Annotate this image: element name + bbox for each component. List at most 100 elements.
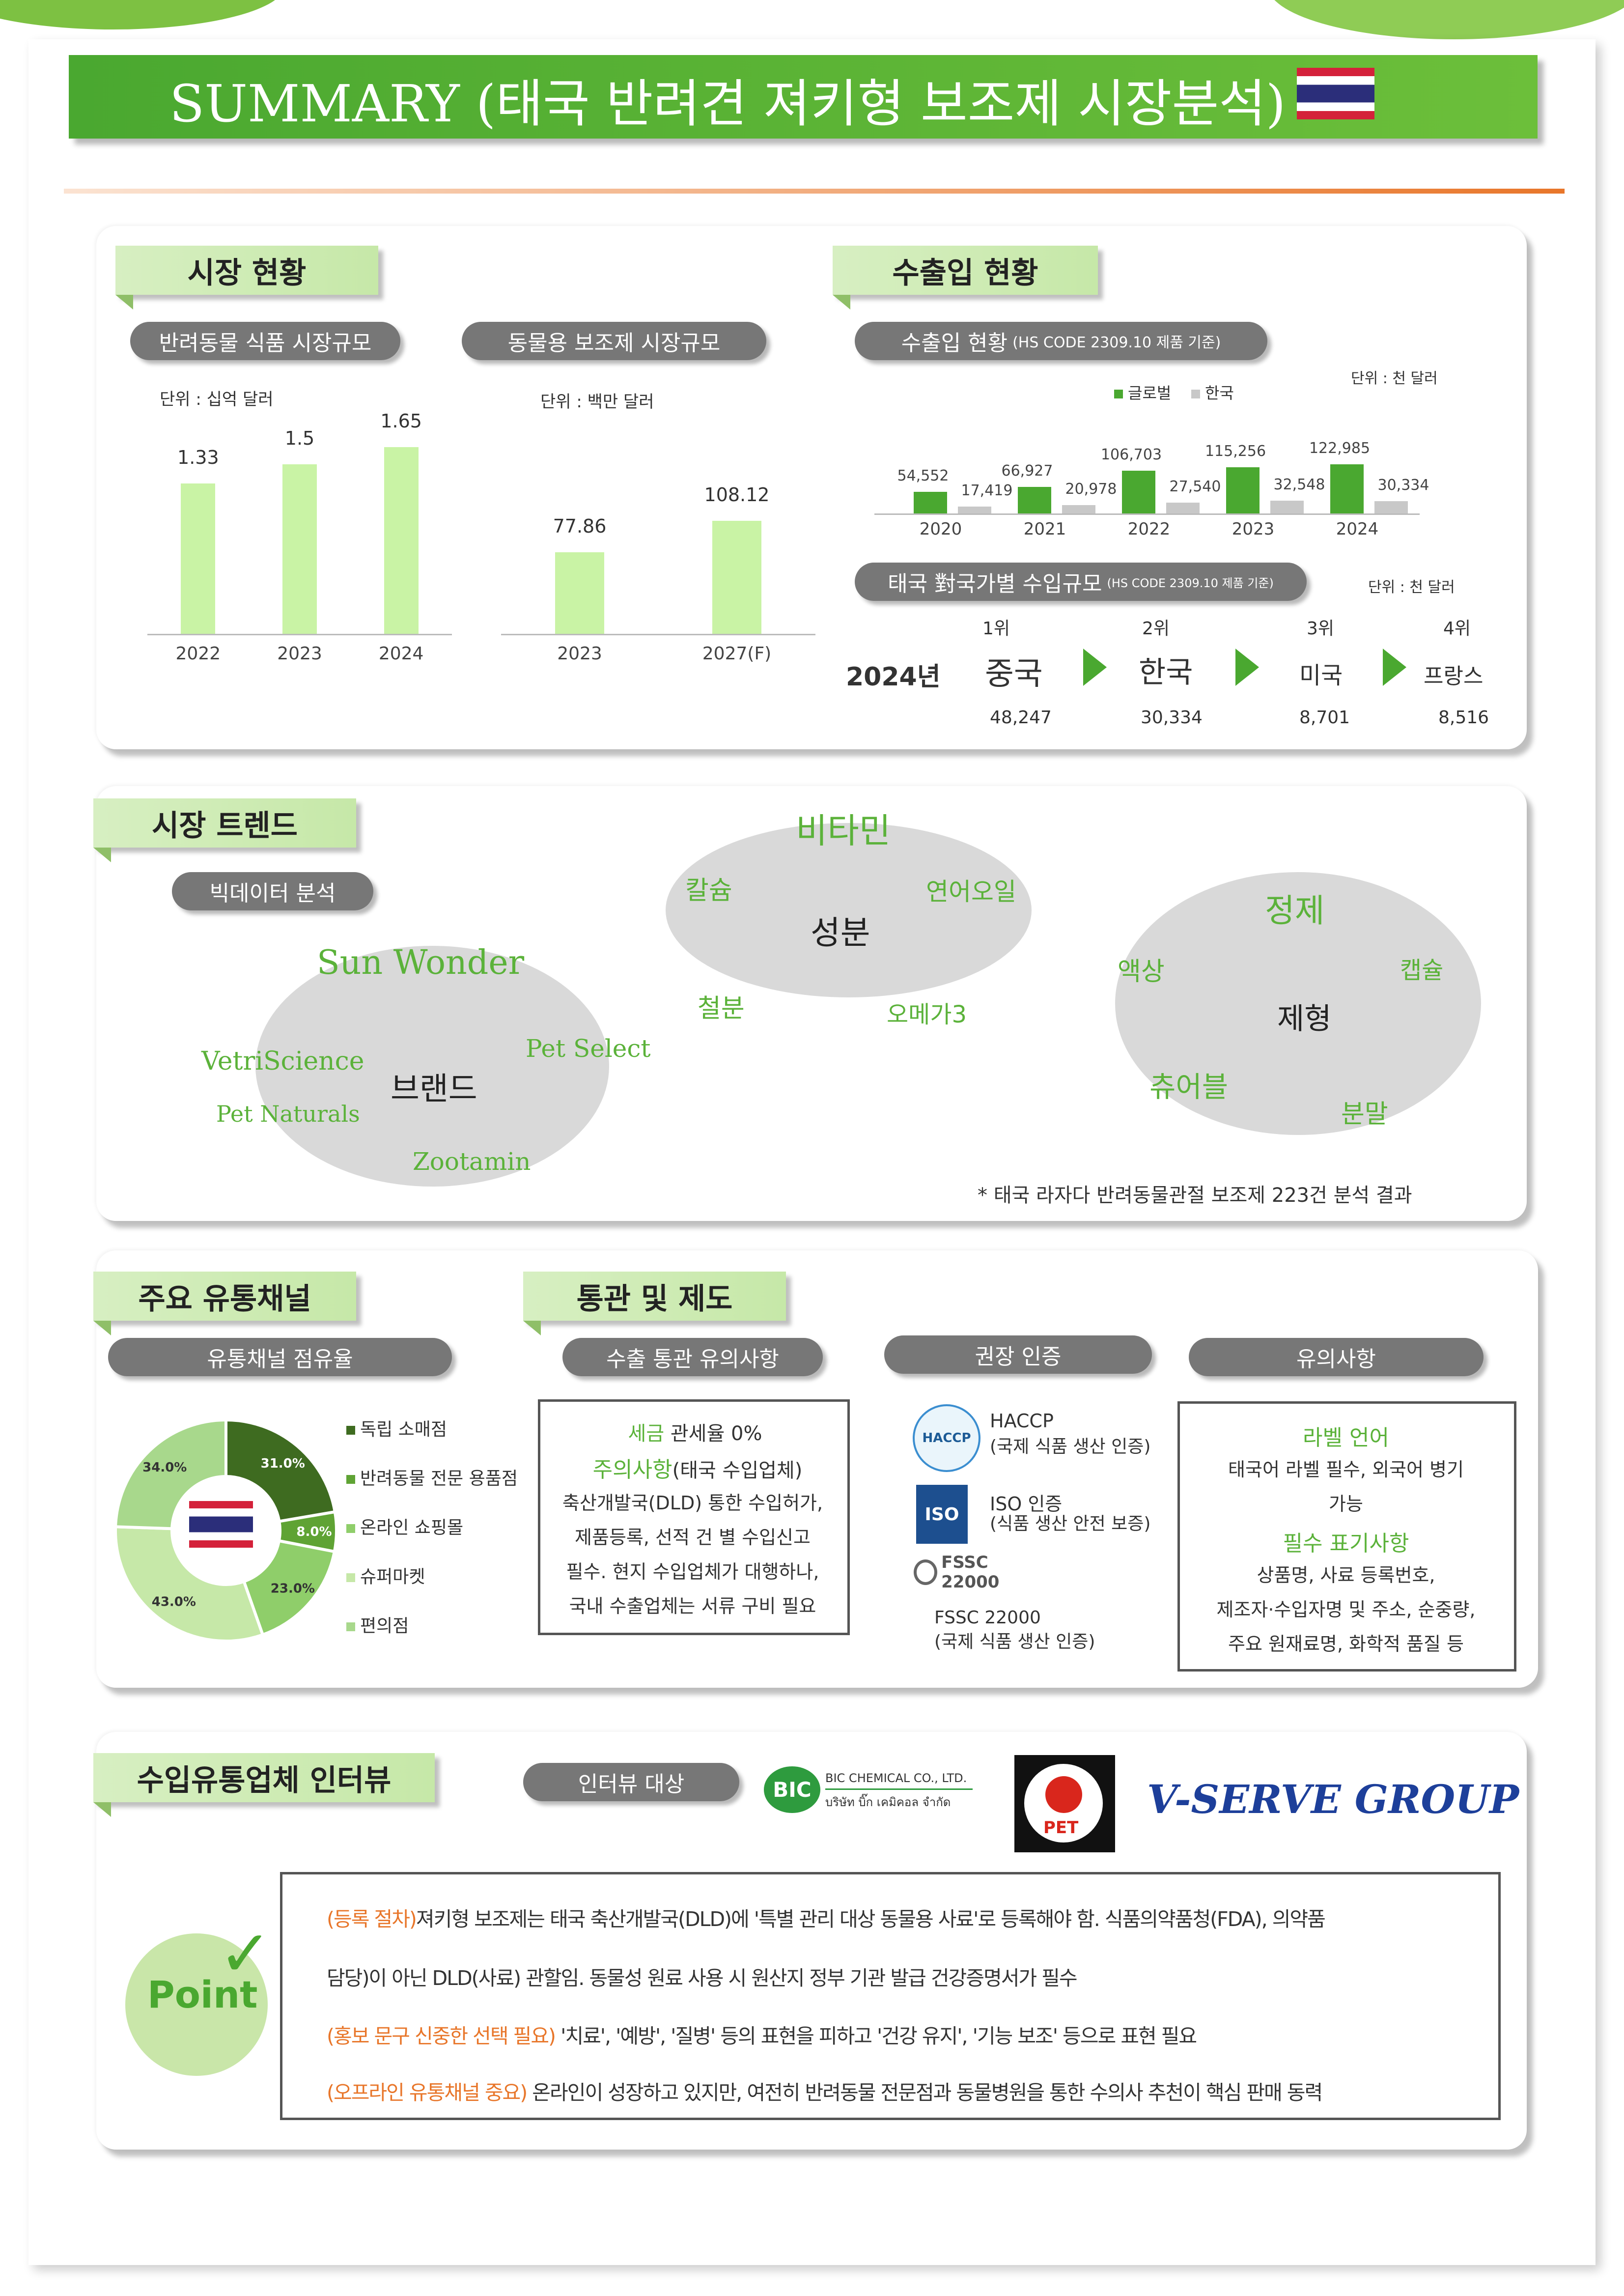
rank-3-value: 8,701 [1299, 708, 1350, 728]
bar-value-label: 108.12 [704, 484, 770, 506]
tax-line: 세금 관세율 0% [577, 1417, 813, 1446]
x-axis-line [147, 634, 452, 635]
supplement-market-pill: 동물용 보조제 시장규모 [462, 322, 766, 360]
certifications-pill: 권장 인증 [884, 1335, 1152, 1374]
legend-label: 독립 소매점 [360, 1419, 448, 1440]
point-circle [125, 1933, 268, 2076]
share-pill: 유통채널 점유율 [108, 1338, 452, 1376]
ingredient-word-salmon-oil: 연어오일 [926, 878, 1016, 906]
iso-name: ISO 인증 [990, 1493, 1063, 1515]
interview-target-pill: 인터뷰 대상 [523, 1763, 739, 1801]
cautions-text-2a: 상품명, 사료 등록번호, [1257, 1564, 1435, 1586]
market-status-tab: 시장 현황 [115, 246, 378, 310]
korea-bar [1374, 501, 1408, 513]
import-country-label: 태국 對국가별 수입규모 [888, 571, 1102, 596]
legend-item: 편의점 [346, 1612, 409, 1637]
ingredient-word-calcium: 칼슘 [685, 876, 732, 906]
rank-4-value: 8,516 [1438, 708, 1489, 728]
ingredient-word-iron: 철분 [698, 994, 745, 1023]
legend-swatch [346, 1524, 355, 1533]
point-line-3: (홍보 문구 신중한 선택 필요) '치료', '예방', '질병' 등의 표현… [327, 2019, 1197, 2049]
x-tick-label: 2023 [277, 644, 322, 664]
global-bar [1330, 464, 1364, 513]
cautions-heading-2: 필수 표기사항 [1283, 1531, 1409, 1556]
brand-word-pet-select: Pet Select [526, 1034, 651, 1063]
legend-swatch [346, 1622, 355, 1631]
bar-value-label: 17,419 [961, 482, 1013, 499]
form-cloud [1115, 872, 1481, 1135]
trend-tab: 시장 트렌드 [93, 798, 356, 862]
customs-tab: 통관 및 제도 [523, 1272, 786, 1335]
bar [712, 521, 761, 634]
cautions-text-1b: 가능 [1329, 1493, 1363, 1515]
iso-logo-text: ISO [924, 1504, 959, 1525]
global-bar [914, 491, 947, 513]
pie-value-label: 43.0% [152, 1595, 196, 1610]
export-notes-line-2: 제품등록, 선적 건 별 수입신고 [575, 1527, 811, 1548]
export-notes-box [538, 1399, 850, 1635]
x-tick-label: 2023 [557, 644, 602, 664]
tax-text: 관세율 0% [670, 1422, 762, 1445]
distribution-pie-chart: 31.0% 8.0% 23.0% 43.0% 34.0% [114, 1418, 338, 1643]
brand-cloud [255, 946, 609, 1187]
bar-value-label: 106,703 [1100, 446, 1162, 464]
rank-2-value: 30,334 [1141, 708, 1203, 728]
cautions-box [1177, 1401, 1516, 1672]
x-tick-label: 2020 [919, 519, 962, 539]
point-3-tag: (홍보 문구 신중한 선택 필요) [327, 2024, 556, 2048]
bic-company-name: BIC CHEMICAL CO., LTD. [825, 1771, 967, 1785]
cautions-pill: 유의사항 [1189, 1338, 1484, 1376]
point-1-tag: (등록 절차) [327, 1907, 417, 1931]
chevron-right-icon [1383, 649, 1406, 686]
rank-2-label: 2위 [1142, 619, 1170, 639]
trade-chart: 54,552 17,419 2020 66,927 20,978 2021 106,703 2… [874, 423, 1434, 545]
legend-label: 온라인 쇼핑몰 [360, 1518, 464, 1538]
trade-legend-global: 글로벌 [1114, 381, 1171, 403]
bic-logo-icon: BIC [764, 1766, 820, 1813]
bar [181, 483, 216, 634]
caution-paren: (태국 수입업체) [672, 1459, 803, 1482]
korea-bar [958, 506, 991, 513]
bar-value-label: 115,256 [1204, 443, 1266, 460]
brand-word-pet-naturals: Pet Naturals [216, 1101, 360, 1127]
trade-legend-korea: 한국 [1191, 381, 1234, 403]
form-word-chewable: 츄어블 [1149, 1070, 1229, 1104]
page-title: SUMMARY (태국 반려견 져키형 보조제 시장분석) [169, 74, 1286, 134]
fssc-logo-text: FSSC 22000 [941, 1553, 1000, 1592]
point-line-1: (등록 절차)져키형 보조제는 태국 축산개발국(DLD)에 '특별 관리 대상… [327, 1902, 1326, 1932]
rank-4-country: 프랑스 [1424, 664, 1484, 689]
haccp-logo-text: HACCP [922, 1431, 971, 1446]
header-banner [69, 55, 1538, 139]
global-bar [1226, 467, 1260, 513]
points-box [280, 1872, 1501, 2120]
import-unit: 단위 : 천 달러 [1368, 579, 1455, 596]
trend-note: * 태국 라자다 반려동물관절 보조제 223건 분석 결과 [978, 1184, 1412, 1207]
bar-value-label: 1.33 [177, 446, 219, 468]
paw-icon [1045, 1776, 1082, 1813]
form-word-powder: 분말 [1341, 1100, 1388, 1129]
bar-value-label: 66,927 [1001, 462, 1053, 480]
rank-1-label: 1위 [982, 619, 1010, 639]
cautions-text-2c: 주요 원재료명, 화학적 품질 등 [1228, 1633, 1464, 1655]
chevron-right-icon [1083, 649, 1107, 686]
supplement-market-unit: 단위 : 백만 달러 [540, 392, 654, 412]
bar-value-label: 77.86 [553, 515, 607, 538]
ingredient-word-vitamin: 비타민 [796, 811, 891, 851]
bar-value-label: 27,540 [1169, 478, 1221, 495]
export-notes-pill: 수출 통관 유의사항 [562, 1338, 823, 1376]
rank-1-country: 중국 [985, 656, 1043, 692]
bar-value-label: 20,978 [1065, 480, 1117, 498]
x-axis-line [874, 513, 1420, 515]
x-tick-label: 2022 [175, 644, 221, 664]
mpet-logo-text: PET [1043, 1818, 1079, 1838]
interview-tab: 수입유통업체 인터뷰 [93, 1753, 435, 1817]
x-tick-label: 2022 [1127, 519, 1171, 539]
form-word-capsule: 캡슐 [1400, 957, 1444, 984]
haccp-logo-icon: HACCP [913, 1404, 980, 1472]
bar-value-label: 1.5 [284, 427, 315, 449]
legend-item: 온라인 쇼핑몰 [346, 1513, 463, 1539]
fssc-desc: (국제 식품 생산 인증) [934, 1632, 1095, 1652]
pie-value-label: 34.0% [142, 1460, 187, 1475]
top-right-leaf [1267, 0, 1624, 39]
cautions-heading-1: 라벨 언어 [1303, 1425, 1389, 1450]
